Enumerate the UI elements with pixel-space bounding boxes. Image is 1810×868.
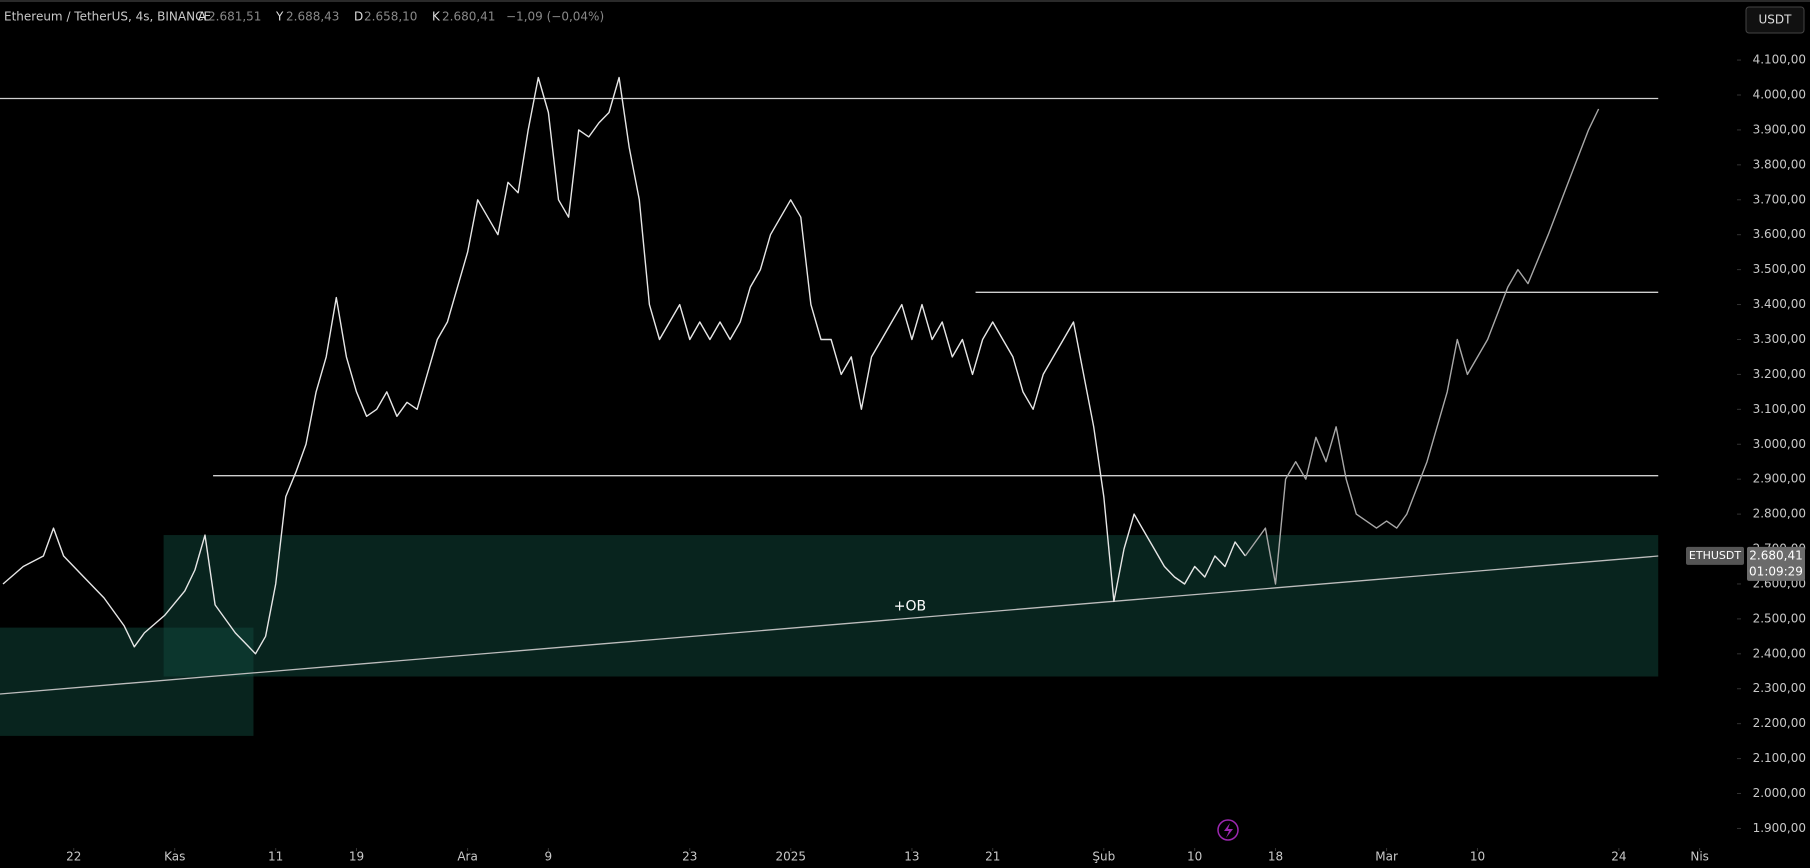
price-tag bbox=[1747, 546, 1805, 581]
x-tick-label: 21 bbox=[985, 850, 1000, 864]
top-border bbox=[0, 0, 1810, 2]
x-tick-label: 24 bbox=[1611, 850, 1626, 864]
x-tick-label: Nis bbox=[1690, 850, 1709, 864]
ohlc-key: D bbox=[354, 10, 363, 24]
y-tick-label: 3.600,00 bbox=[1753, 227, 1806, 241]
x-tick-label: 10 bbox=[1187, 850, 1202, 864]
y-tick-label: 2.000,00 bbox=[1753, 786, 1806, 800]
ohlc-value: 2.681,51 bbox=[208, 10, 261, 24]
y-tick-label: 3.300,00 bbox=[1753, 332, 1806, 346]
y-tick-label: 3.500,00 bbox=[1753, 262, 1806, 276]
x-tick-label: 18 bbox=[1268, 850, 1283, 864]
projection-line bbox=[1244, 108, 1600, 585]
symbol-tag bbox=[1686, 546, 1744, 565]
y-tick-label: 2.900,00 bbox=[1753, 472, 1806, 486]
ohlc-value: 2.688,43 bbox=[286, 10, 339, 24]
trendline bbox=[0, 555, 1659, 695]
y-tick-label: 3.800,00 bbox=[1753, 157, 1806, 171]
y-tick-label: 3.400,00 bbox=[1753, 297, 1806, 311]
x-tick-label: 11 bbox=[268, 850, 283, 864]
currency-label: USDT bbox=[1759, 13, 1793, 27]
symbol-tag-label: ETHUSDT bbox=[1689, 549, 1741, 562]
x-tick-label: Mar bbox=[1375, 850, 1398, 864]
y-tick-label: 3.000,00 bbox=[1753, 437, 1806, 451]
y-tick-label: 2.200,00 bbox=[1753, 716, 1806, 730]
ohlc-key: K bbox=[432, 10, 441, 24]
price-tag-label: 2.680,41 bbox=[1749, 548, 1802, 562]
ohlc-readout: A 2.681,51 Y 2.688,43 D 2.658,10 K 2.680,41 −1,0… bbox=[198, 10, 604, 24]
y-tick-label: 2.800,00 bbox=[1753, 507, 1806, 521]
x-tick-label: 22 bbox=[66, 850, 81, 864]
change: −1,09 (−0,04%) bbox=[506, 10, 604, 24]
y-tick-label: 2.400,00 bbox=[1753, 646, 1806, 660]
y-tick-label: 3.700,00 bbox=[1753, 192, 1806, 206]
y-tick-label: 1.900,00 bbox=[1753, 821, 1806, 835]
y-tick-label: 4.000,00 bbox=[1753, 87, 1806, 101]
y-tick-label: 2.300,00 bbox=[1753, 681, 1806, 695]
y-tick-label: 3.100,00 bbox=[1753, 402, 1806, 416]
currency-button[interactable] bbox=[1745, 6, 1805, 34]
x-tick-label: 10 bbox=[1470, 850, 1485, 864]
x-tick-label: Kas bbox=[164, 850, 185, 864]
event-icon-bolt bbox=[1224, 823, 1233, 838]
ohlc-value: 2.658,10 bbox=[364, 10, 417, 24]
ohlc-key: A bbox=[198, 10, 207, 24]
annotation: +OB bbox=[894, 599, 926, 615]
y-tick-label: 3.900,00 bbox=[1753, 122, 1806, 136]
order-block-zone bbox=[163, 535, 1659, 677]
ohlc-value: 2.680,41 bbox=[442, 10, 495, 24]
x-tick-label: 9 bbox=[545, 850, 553, 864]
ohlc-key: Y bbox=[275, 10, 284, 24]
x-tick-label: Şub bbox=[1092, 850, 1115, 864]
y-tick-label: 4.100,00 bbox=[1753, 53, 1806, 67]
event-icon[interactable] bbox=[1217, 819, 1239, 841]
x-tick-label: 23 bbox=[682, 850, 697, 864]
x-tick-label: 19 bbox=[349, 850, 364, 864]
x-tick-label: 13 bbox=[904, 850, 919, 864]
x-tick-label: Ara bbox=[457, 850, 478, 864]
x-tick-label: 2025 bbox=[775, 850, 806, 864]
y-tick-label: 3.200,00 bbox=[1753, 367, 1806, 381]
countdown: 01:09:29 bbox=[1749, 564, 1803, 578]
price-line bbox=[2, 76, 1246, 655]
y-tick-label: 2.100,00 bbox=[1753, 751, 1806, 765]
y-tick-label: 2.500,00 bbox=[1753, 611, 1806, 625]
symbol-title: Ethereum / TetherUS, 4s, BINANCE bbox=[4, 10, 211, 24]
